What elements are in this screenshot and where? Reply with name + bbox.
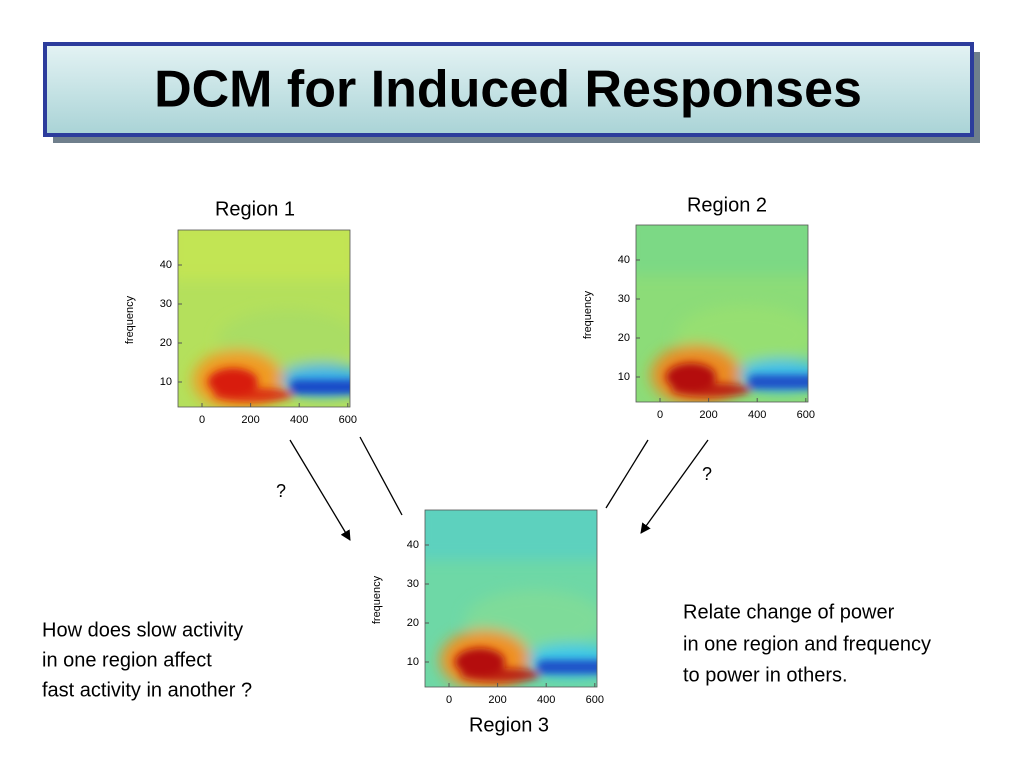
title-box — [43, 42, 974, 137]
y-axis-label: frequency — [371, 575, 383, 624]
slide-title: DCM for Induced Responses — [154, 61, 862, 119]
arrow-label: ? — [276, 481, 286, 501]
heatmap-hot — [671, 383, 751, 397]
y-tick-label: 40 — [407, 539, 419, 551]
arrow-label: ? — [702, 464, 712, 484]
heatmap-band — [425, 510, 597, 560]
y-tick-label: 20 — [618, 332, 630, 344]
heatmap-cold-core — [748, 375, 808, 389]
note-line: in one region affect — [42, 649, 212, 671]
region-label: Region 3 — [469, 714, 549, 736]
heatmap-hot — [460, 668, 540, 682]
x-tick-label: 400 — [290, 414, 308, 426]
y-tick-label: 40 — [618, 254, 630, 266]
y-tick-label: 20 — [160, 337, 172, 349]
heatmap-cold-core — [290, 380, 350, 394]
note-line: in one region and frequency — [683, 633, 931, 655]
heatmap — [636, 225, 808, 402]
region-label: Region 2 — [687, 194, 767, 216]
plot-frame — [635, 224, 809, 403]
x-tick-label: 400 — [748, 409, 766, 421]
x-tick-label: 400 — [537, 694, 555, 706]
y-axis-label: frequency — [582, 290, 594, 339]
y-tick-label: 30 — [618, 293, 630, 305]
connector — [605, 439, 649, 509]
heatmap-core — [208, 368, 350, 402]
y-tick-label: 30 — [407, 578, 419, 590]
region-label: Region 1 — [215, 198, 295, 220]
y-tick-label: 10 — [160, 376, 172, 388]
y-axis-label: frequency — [124, 295, 136, 344]
heatmap-cold-core — [537, 660, 597, 674]
x-tick-label: 600 — [586, 694, 604, 706]
x-tick-label: 0 — [657, 409, 663, 421]
arrow — [289, 439, 351, 541]
y-tick-label: 20 — [407, 617, 419, 629]
note-line: Relate change of power — [683, 601, 895, 623]
y-tick-label: 10 — [618, 371, 630, 383]
heatmap-hot — [213, 388, 293, 402]
note-line: fast activity in another ? — [42, 679, 252, 701]
x-tick-label: 600 — [797, 409, 815, 421]
x-tick-label: 200 — [699, 409, 717, 421]
x-tick-label: 0 — [199, 414, 205, 426]
note-line: to power in others. — [683, 664, 848, 686]
x-tick-label: 200 — [241, 414, 259, 426]
arrow — [640, 439, 709, 534]
heatmap — [425, 510, 597, 687]
y-tick-label: 10 — [407, 656, 419, 668]
x-tick-label: 200 — [488, 694, 506, 706]
y-tick-label: 40 — [160, 259, 172, 271]
heatmap-core — [455, 648, 597, 682]
heatmap-core — [666, 363, 808, 397]
y-tick-label: 30 — [160, 298, 172, 310]
x-tick-label: 600 — [339, 414, 357, 426]
connector — [359, 436, 403, 516]
heatmap-band — [178, 230, 350, 280]
x-tick-label: 0 — [446, 694, 452, 706]
heatmap — [178, 230, 350, 407]
heatmap-field — [636, 225, 808, 402]
heatmap-band — [636, 225, 808, 275]
plot-frame — [424, 509, 598, 688]
plot-frame — [177, 229, 351, 408]
note-line: How does slow activity — [42, 619, 243, 641]
